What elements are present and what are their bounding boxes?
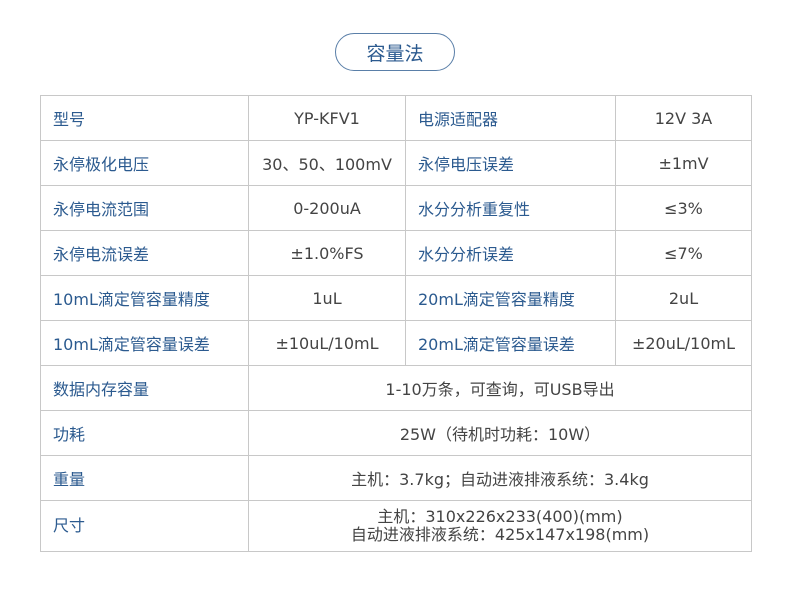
- spec-value: ±20uL/10mL: [615, 320, 752, 366]
- spec-row: 永停电流误差 ±1.0%FS 水分分析误差 ≤7%: [40, 230, 752, 276]
- spec-value: 主机：3.7kg；自动进液排液系统：3.4kg: [248, 455, 752, 501]
- size-main: 主机：310x226x233(400)(mm): [377, 507, 623, 526]
- spec-label: 重量: [40, 455, 249, 501]
- spec-label: 永停电流误差: [40, 230, 249, 276]
- spec-label: 数据内存容量: [40, 365, 249, 411]
- spec-value: 25W（待机时功耗：10W）: [248, 410, 752, 456]
- spec-label: 永停电压误差: [405, 140, 616, 186]
- spec-value: 1-10万条，可查询，可USB导出: [248, 365, 752, 411]
- spec-value: ±1mV: [615, 140, 752, 186]
- spec-row: 10mL滴定管容量精度 1uL 20mL滴定管容量精度 2uL: [40, 275, 752, 321]
- spec-value: 主机：310x226x233(400)(mm) 自动进液排液系统：425x147x…: [248, 500, 752, 552]
- spec-label: 电源适配器: [405, 95, 616, 141]
- spec-value: 0-200uA: [248, 185, 406, 231]
- spec-value: 12V 3A: [615, 95, 752, 141]
- spec-label: 型号: [40, 95, 249, 141]
- spec-label: 永停电流范围: [40, 185, 249, 231]
- spec-label: 水分分析重复性: [405, 185, 616, 231]
- spec-label: 10mL滴定管容量精度: [40, 275, 249, 321]
- spec-row: 10mL滴定管容量误差 ±10uL/10mL 20mL滴定管容量误差 ±20uL/10…: [40, 320, 752, 366]
- spec-label: 永停极化电压: [40, 140, 249, 186]
- spec-label: 尺寸: [40, 500, 249, 552]
- spec-row: 重量 主机：3.7kg；自动进液排液系统：3.4kg: [40, 455, 752, 501]
- spec-row: 永停极化电压 30、50、100mV 永停电压误差 ±1mV: [40, 140, 752, 186]
- spec-value: 1uL: [248, 275, 406, 321]
- section-title: 容量法: [335, 33, 455, 71]
- spec-row: 尺寸 主机：310x226x233(400)(mm) 自动进液排液系统：425x14…: [40, 500, 752, 552]
- size-auto: 自动进液排液系统：425x147x198(mm): [350, 525, 650, 544]
- spec-row: 永停电流范围 0-200uA 水分分析重复性 ≤3%: [40, 185, 752, 231]
- spec-label: 10mL滴定管容量误差: [40, 320, 249, 366]
- spec-value: ±10uL/10mL: [248, 320, 406, 366]
- spec-row: 功耗 25W（待机时功耗：10W）: [40, 410, 752, 456]
- spec-table: 型号 YP-KFV1 电源适配器 12V 3A 永停极化电压 30、50、100mV 永停电…: [40, 95, 752, 552]
- spec-value: 2uL: [615, 275, 752, 321]
- spec-label: 水分分析误差: [405, 230, 616, 276]
- spec-value: ±1.0%FS: [248, 230, 406, 276]
- spec-row: 数据内存容量 1-10万条，可查询，可USB导出: [40, 365, 752, 411]
- spec-value: ≤3%: [615, 185, 752, 231]
- spec-label: 功耗: [40, 410, 249, 456]
- spec-value: ≤7%: [615, 230, 752, 276]
- spec-row: 型号 YP-KFV1 电源适配器 12V 3A: [40, 95, 752, 141]
- spec-value: YP-KFV1: [248, 95, 406, 141]
- spec-label: 20mL滴定管容量精度: [405, 275, 616, 321]
- spec-value: 30、50、100mV: [248, 140, 406, 186]
- spec-label: 20mL滴定管容量误差: [405, 320, 616, 366]
